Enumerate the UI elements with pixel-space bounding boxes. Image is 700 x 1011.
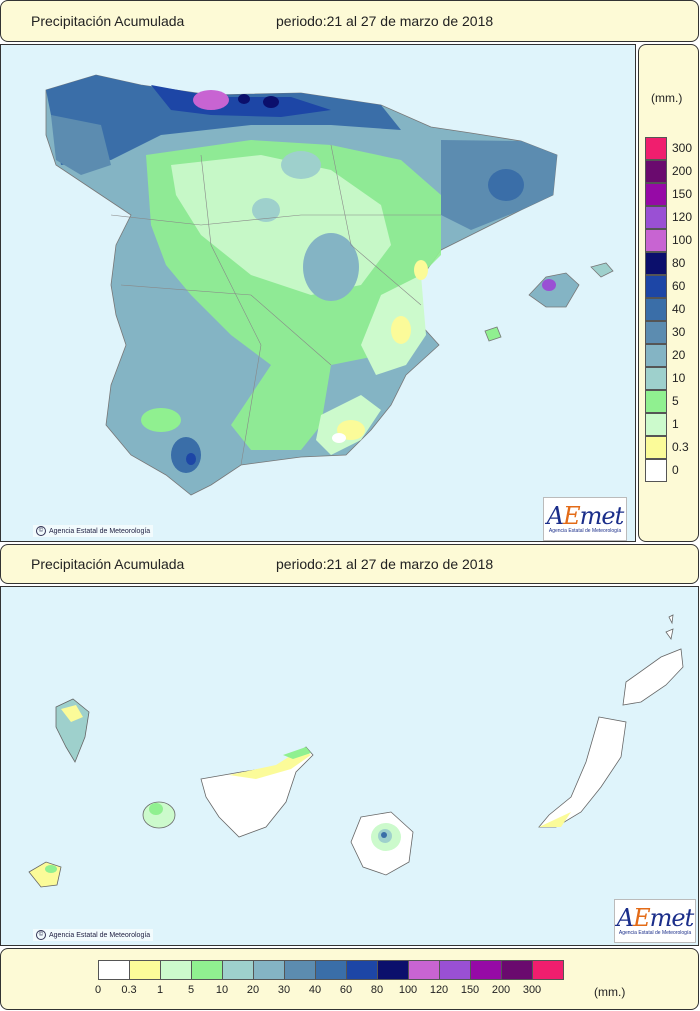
top-title-bar: Precipitación Acumulada periodo:21 al 27…	[0, 0, 699, 42]
legend-label: 5	[187, 984, 195, 996]
legend-label: 120	[672, 210, 693, 224]
legend-label: 80	[370, 984, 384, 996]
legend-swatch	[222, 960, 254, 980]
legend-swatch	[346, 960, 378, 980]
legend-swatch	[98, 960, 130, 980]
peninsula-map: © Agencia Estatal de Meteorología AEmet …	[0, 44, 636, 542]
map-title-2: Precipitación Acumulada	[31, 556, 185, 572]
legend-label: 200	[491, 984, 511, 996]
copyright-icon: ©	[36, 930, 46, 940]
period-label-2: periodo:21 al 27 de marzo de 2018	[276, 556, 494, 572]
legend-label: 5	[672, 394, 679, 408]
bottom-title-bar: Precipitación Acumulada periodo:21 al 27…	[0, 544, 699, 584]
legend-label: 10	[672, 371, 686, 385]
legend-swatch	[645, 183, 667, 206]
legend-swatch	[160, 960, 192, 980]
vertical-legend: (mm.) 0 0.3 1 5 10 20 30 40 60 80 100 120 150 200 300	[638, 44, 699, 542]
legend-unit: (mm.)	[651, 91, 683, 105]
legend-swatch	[645, 367, 667, 390]
legend-label: 150	[672, 187, 693, 201]
legend-label: 10	[215, 984, 229, 996]
legend-swatch	[645, 413, 667, 436]
legend-label: 20	[246, 984, 260, 996]
legend-swatch	[284, 960, 316, 980]
legend-label: 1	[156, 984, 164, 996]
legend-swatch	[439, 960, 471, 980]
legend-label: 200	[672, 164, 693, 178]
aemet-logo: AEmet Agencia Estatal de Meteorología	[543, 497, 627, 541]
legend-label: 80	[672, 256, 686, 270]
legend-swatch	[645, 321, 667, 344]
legend-label: 40	[672, 302, 686, 316]
legend-label: 0	[672, 463, 679, 477]
legend-swatch	[253, 960, 285, 980]
legend-label: 0	[94, 984, 102, 996]
legend-swatch	[408, 960, 440, 980]
credit-label-2: © Agencia Estatal de Meteorología	[33, 929, 154, 941]
legend-label: 60	[672, 279, 686, 293]
peninsula-map-graphic	[45, 74, 614, 496]
legend-label: 20	[672, 348, 686, 362]
legend-swatch	[645, 298, 667, 321]
legend-swatch	[645, 160, 667, 183]
legend-swatch	[645, 275, 667, 298]
legend-label: 300	[522, 984, 542, 996]
legend-swatch	[645, 436, 667, 459]
legend-swatch	[470, 960, 502, 980]
legend-label: 100	[672, 233, 693, 247]
legend-label: 60	[339, 984, 353, 996]
legend-swatch	[645, 206, 667, 229]
legend-swatch	[129, 960, 161, 980]
legend-swatch	[501, 960, 533, 980]
canary-map-graphic	[28, 614, 684, 888]
legend-swatch	[645, 390, 667, 413]
legend-label: 30	[277, 984, 291, 996]
canary-map: © Agencia Estatal de Meteorología AEmet …	[0, 586, 699, 946]
legend-label: 300	[672, 141, 693, 155]
legend-swatch	[645, 229, 667, 252]
horizontal-legend: 0 0.3 1 5 10 20 30 40 60 80 100 120 150 200 300 (mm.)	[0, 948, 699, 1010]
legend-unit-2: (mm.)	[594, 985, 626, 999]
legend-label: 30	[672, 325, 686, 339]
legend-label: 40	[308, 984, 322, 996]
aemet-logo-2: AEmet Agencia Estatal de Meteorología	[614, 899, 696, 943]
legend-swatch	[645, 344, 667, 367]
map-title: Precipitación Acumulada	[31, 13, 185, 29]
legend-swatch	[645, 137, 667, 160]
legend-swatch	[377, 960, 409, 980]
legend-label: 100	[398, 984, 418, 996]
legend-label: 0.3	[672, 440, 689, 454]
legend-swatch	[532, 960, 564, 980]
copyright-icon: ©	[36, 526, 46, 536]
legend-label: 0.3	[121, 984, 137, 996]
legend-swatch	[645, 459, 667, 482]
legend-label: 1	[672, 417, 679, 431]
legend-label: 120	[429, 984, 449, 996]
legend-swatch	[315, 960, 347, 980]
legend-label: 150	[460, 984, 480, 996]
legend-swatch	[645, 252, 667, 275]
legend-swatch	[191, 960, 223, 980]
credit-label: © Agencia Estatal de Meteorología	[33, 525, 154, 537]
period-label: periodo:21 al 27 de marzo de 2018	[276, 13, 494, 29]
